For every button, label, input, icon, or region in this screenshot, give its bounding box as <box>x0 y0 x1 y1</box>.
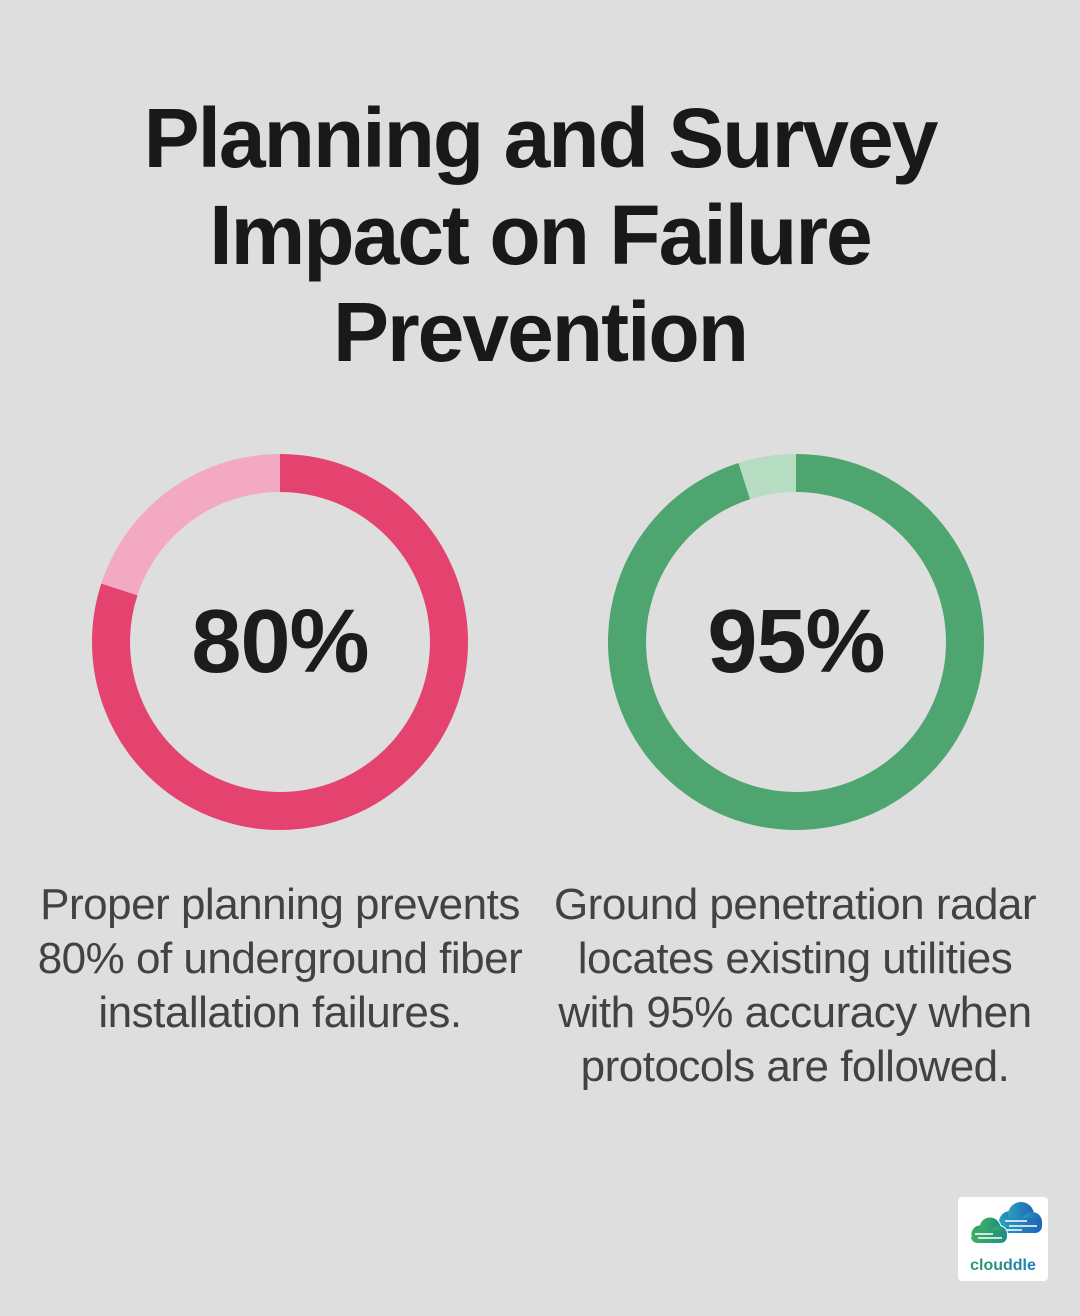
clouddle-logo-graphic: clouddle <box>968 1202 1042 1274</box>
page-title: Planning and Survey Impact on Failure Pr… <box>0 90 1080 381</box>
title-line-2: Impact on Failure <box>209 188 872 282</box>
caption-line: protocols are followed. <box>580 1042 1010 1091</box>
caption-line: locates existing utilities <box>577 934 1013 983</box>
caption-line: Proper planning prevents <box>40 880 520 929</box>
donut-percent-label-radar: 95% <box>707 591 885 692</box>
clouddle-logo: clouddle <box>958 1197 1048 1281</box>
donut-chart-planning: 80% <box>92 454 468 830</box>
title-line-1: Planning and Survey <box>143 91 939 185</box>
caption-line: 80% of underground fiber <box>37 934 523 983</box>
donut-ring-planning <box>92 454 468 830</box>
caption-line: installation failures. <box>98 988 462 1037</box>
donut-chart-radar: 95% <box>608 454 984 830</box>
donut-percent-label-planning: 80% <box>191 591 369 692</box>
title-line-3: Prevention <box>332 285 749 379</box>
donut-ring-radar <box>608 454 984 830</box>
cloud-icon-green <box>968 1216 1008 1244</box>
caption-line: Ground penetration radar <box>553 880 1037 929</box>
caption-line: with 95% accuracy when <box>558 988 1032 1037</box>
clouddle-brand-text: clouddle <box>970 1257 1036 1274</box>
cloud-icon-blue <box>999 1202 1042 1233</box>
caption-radar: Ground penetration radar locates existin… <box>535 878 1055 1094</box>
caption-planning: Proper planning prevents 80% of undergro… <box>20 878 540 1040</box>
